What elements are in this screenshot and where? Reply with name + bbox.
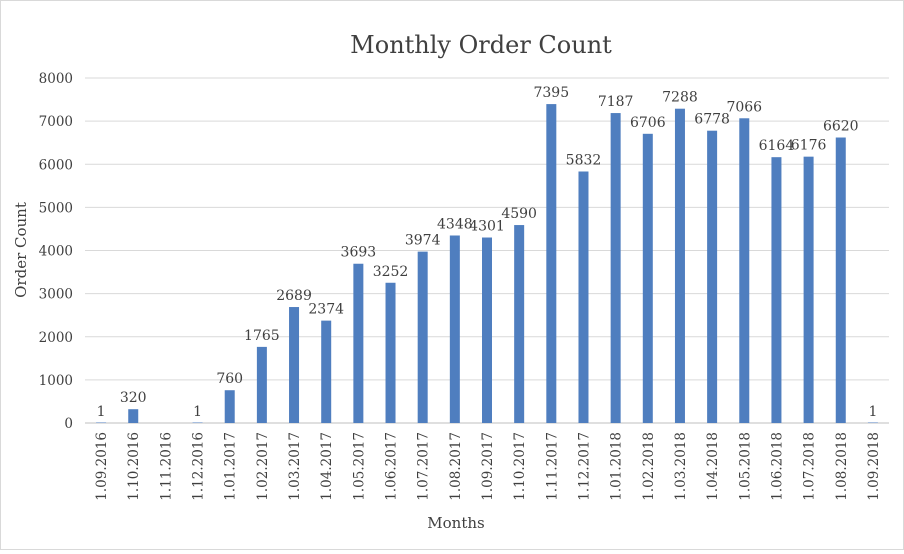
bar	[321, 320, 332, 423]
data-label: 2374	[308, 302, 344, 318]
bar	[482, 237, 492, 423]
data-label: 1	[193, 404, 202, 420]
y-tick-label: 4000	[39, 244, 73, 260]
x-tick-label: 1.10.2017	[512, 432, 528, 501]
y-tick-label: 6000	[39, 157, 73, 173]
bar	[417, 251, 428, 423]
x-tick-label: 1.09.2018	[866, 432, 882, 501]
bar	[771, 157, 782, 424]
bar	[514, 225, 525, 423]
x-tick-label: 1.09.2016	[94, 432, 110, 501]
bar	[353, 263, 364, 423]
x-tick-label: 1.02.2017	[255, 432, 271, 501]
bars	[96, 104, 878, 424]
bar	[642, 133, 653, 423]
x-tick-label: 1.08.2018	[834, 432, 850, 501]
bar	[707, 130, 718, 424]
y-tick-label: 3000	[39, 287, 73, 303]
x-tick-label: 1.07.2018	[802, 432, 818, 501]
data-label: 4590	[501, 206, 537, 222]
data-label: 3974	[405, 233, 441, 249]
x-tick-label: 1.11.2016	[158, 432, 174, 501]
data-label: 1	[97, 404, 106, 420]
bar	[835, 137, 846, 423]
x-tick-label: 1.01.2017	[223, 432, 239, 501]
data-label: 1765	[244, 328, 280, 344]
y-tick-label: 0	[64, 416, 73, 432]
data-label: 2689	[276, 288, 312, 304]
bar	[256, 346, 267, 423]
data-label: 4301	[469, 219, 505, 235]
y-axis-title: Order Count	[12, 202, 30, 298]
y-tick-label: 5000	[39, 200, 73, 216]
y-tick-label: 7000	[39, 114, 73, 130]
data-label: 6778	[694, 112, 730, 128]
data-label: 6620	[823, 119, 859, 135]
bar	[385, 282, 396, 423]
chart-title: Monthly Order Count	[350, 31, 612, 59]
x-tick-label: 1.06.2018	[769, 432, 785, 501]
data-label: 4348	[437, 216, 473, 232]
data-label: 320	[120, 390, 147, 406]
x-tick-label: 1.05.2018	[737, 432, 753, 501]
y-tick-label: 2000	[39, 330, 73, 346]
data-label: 7288	[662, 90, 698, 106]
y-axis-ticks: 0 1000 2000 3000 4000 5000 6000 7000 8000	[39, 71, 73, 432]
data-label: 760	[216, 371, 243, 387]
x-axis-ticks: 1.09.2016 1.10.2016 1.11.2016 1.12.2016 1.01…	[94, 432, 882, 501]
x-tick-label: 1.03.2017	[287, 432, 303, 501]
data-label: 6706	[630, 115, 666, 131]
x-tick-label: 1.11.2017	[544, 432, 560, 501]
x-tick-label: 1.05.2017	[351, 432, 367, 501]
bar	[224, 390, 235, 423]
x-tick-label: 1.01.2018	[609, 432, 625, 501]
y-tick-label: 8000	[39, 71, 73, 87]
x-tick-label: 1.10.2016	[126, 432, 142, 501]
x-tick-label: 1.02.2018	[641, 432, 657, 501]
data-label: 7066	[726, 99, 762, 115]
x-tick-label: 1.03.2018	[673, 432, 689, 501]
x-tick-label: 1.06.2017	[384, 432, 400, 501]
x-tick-label: 1.04.2018	[705, 432, 721, 501]
data-label: 6164	[759, 138, 795, 154]
bar	[449, 235, 460, 423]
bar	[128, 409, 139, 423]
x-tick-label: 1.12.2017	[576, 432, 592, 501]
data-label: 5832	[566, 152, 602, 168]
x-tick-label: 1.07.2017	[416, 432, 432, 501]
bar	[803, 156, 814, 423]
bar	[674, 108, 685, 423]
bar	[192, 422, 203, 423]
x-tick-label: 1.04.2017	[319, 432, 335, 501]
bar	[867, 422, 878, 423]
bar	[546, 104, 557, 423]
data-label: 3252	[373, 264, 409, 280]
data-label: 7395	[533, 85, 569, 101]
data-label: 7187	[598, 94, 634, 110]
x-axis-title: Months	[427, 514, 484, 532]
bar	[610, 113, 621, 424]
data-label: 6176	[791, 138, 827, 154]
y-tick-label: 1000	[39, 373, 73, 389]
bar	[289, 307, 300, 423]
x-tick-label: 1.08.2017	[448, 432, 464, 501]
x-tick-label: 1.12.2016	[191, 432, 207, 501]
data-label: 3693	[341, 245, 377, 261]
bar	[739, 118, 750, 423]
data-label: 1	[868, 404, 877, 420]
bar	[96, 422, 107, 423]
x-tick-label: 1.09.2017	[480, 432, 496, 501]
bar	[578, 171, 589, 423]
